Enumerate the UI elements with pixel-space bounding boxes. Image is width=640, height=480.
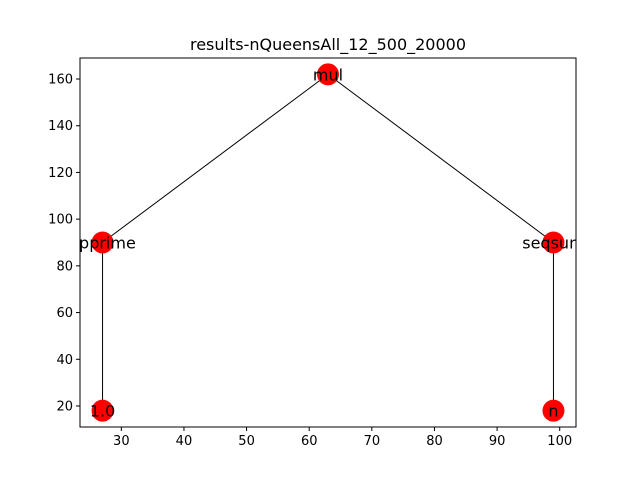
y-axis: 20 40 60 80 100 120 140 160 [48, 73, 80, 414]
edges-layer [102, 73, 554, 411]
y-tick-label: 160 [48, 73, 73, 88]
edge-mul-seqsum [327, 73, 554, 243]
x-tick-label: 90 [489, 434, 506, 449]
node-label-seqsum: seqsum [522, 234, 584, 253]
node-label-n: n [548, 402, 558, 421]
y-tick-label: 40 [56, 353, 73, 368]
node-seqsum [542, 231, 565, 254]
x-axis: 30 40 50 60 70 80 90 100 [113, 427, 572, 449]
node-mul [317, 63, 339, 86]
nodes-layer: mul opprime seqsum 1.0 n [69, 63, 584, 422]
y-tick-label: 60 [56, 306, 73, 321]
axes-frame [79, 57, 577, 428]
node-label-opprime: opprime [69, 234, 136, 253]
x-tick-label: 70 [364, 434, 381, 449]
node-label-one: 1.0 [90, 402, 115, 421]
x-tick-label: 100 [547, 434, 572, 449]
node-label-mul: mul [313, 65, 343, 84]
x-tick-label: 80 [426, 434, 443, 449]
y-tick-label: 120 [48, 166, 73, 181]
node-n [542, 399, 565, 422]
x-tick-label: 30 [113, 434, 130, 449]
edge-mul-opprime [102, 73, 329, 243]
y-tick-label: 80 [56, 259, 73, 274]
x-tick-label: 50 [238, 434, 255, 449]
y-tick-label: 100 [48, 213, 73, 228]
node-one [91, 399, 114, 422]
y-tick-label: 20 [56, 399, 73, 414]
y-tick-label: 140 [48, 119, 73, 134]
x-tick-label: 40 [176, 434, 193, 449]
chart-title: results-nQueensAll_12_500_20000 [190, 35, 466, 55]
x-tick-label: 60 [301, 434, 318, 449]
plot-area: mul opprime seqsum 1.0 n [69, 63, 584, 422]
node-opprime [91, 231, 114, 254]
